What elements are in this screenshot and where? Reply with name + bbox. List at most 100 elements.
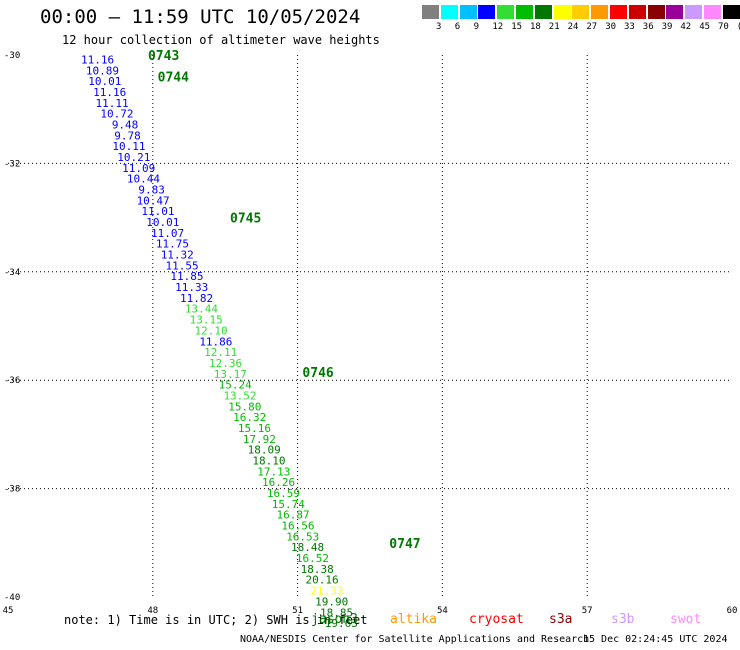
x-tick-label: 54	[437, 606, 448, 616]
swh-data-label: 11.07	[151, 227, 184, 240]
swh-data-label: 18.38	[301, 563, 334, 576]
swh-data-label: 16.32	[233, 411, 266, 424]
swh-data-label: 9.78	[114, 129, 141, 142]
legend-swatch	[704, 5, 721, 19]
legend-label: 70	[718, 22, 729, 32]
swh-data-label: 13.15	[190, 314, 223, 327]
track-time-label: 0744	[158, 71, 189, 86]
swh-data-label: 11.16	[93, 86, 126, 99]
legend-label: 3	[436, 22, 442, 32]
legend-label: 30	[605, 22, 617, 32]
swh-data-label: 10.44	[127, 173, 160, 186]
legend-label: 27	[586, 22, 598, 32]
generated-timestamp: 15 Dec 02:24:45 UTC 2024	[583, 634, 728, 645]
swh-data-label: 18.10	[252, 455, 285, 468]
swh-data-label: 9.48	[112, 118, 139, 131]
legend-swatch	[610, 5, 627, 19]
swh-data-label: 12.10	[194, 324, 227, 337]
swh-data-label: 10.11	[112, 140, 145, 153]
legend-label: 12	[492, 22, 504, 32]
swh-data-label: 12.36	[209, 357, 242, 370]
swh-data-label: 9.83	[138, 184, 165, 197]
swh-data-label: 16.59	[267, 487, 300, 500]
swh-data-label: 18.09	[248, 444, 281, 457]
x-tick-label: 48	[147, 606, 158, 616]
legend-label: 45	[699, 22, 711, 32]
swh-data-label: 15.74	[272, 498, 305, 511]
legend-label: (ft)	[737, 22, 740, 32]
swh-data-label: 13.44	[185, 303, 218, 316]
swh-data-label: 11.86	[199, 335, 232, 348]
swh-data-label: 10.72	[100, 108, 133, 121]
swh-data-label: 10.01	[146, 216, 179, 229]
legend-label: 39	[661, 22, 673, 32]
swh-data-label: 10.21	[117, 151, 150, 164]
swh-data-label: 11.33	[175, 281, 208, 294]
swh-data-label: 16.56	[281, 520, 314, 533]
swh-data-label: 16.87	[277, 509, 310, 522]
legend-swatch	[497, 5, 515, 19]
swh-data-label: 12.11	[204, 346, 237, 359]
swh-data-label: 16.52	[296, 552, 329, 565]
swh-data-label: 11.11	[96, 97, 129, 110]
swh-data-label: 11.16	[81, 53, 114, 66]
swh-data-label: 11.85	[170, 270, 203, 283]
swh-data-label: 11.75	[156, 238, 189, 251]
legend-swatch	[722, 5, 740, 19]
legend-label: 42	[680, 22, 692, 32]
legend-swatch	[685, 5, 703, 19]
sat-s3a: s3a	[549, 612, 573, 627]
y-tick-label: -38	[4, 485, 20, 495]
legend-label: 24	[567, 22, 579, 32]
y-tick-label: -36	[4, 376, 20, 386]
x-tick-label: 45	[3, 606, 14, 616]
y-tick-label: -32	[4, 159, 20, 169]
swh-data-label: 11.82	[180, 292, 213, 305]
y-tick-label: -30	[4, 51, 20, 61]
x-tick-label: 60	[727, 606, 738, 616]
swh-data-label: 15.24	[219, 379, 252, 392]
track-time-label: 0743	[148, 49, 179, 64]
swh-data-label: 13.52	[223, 389, 256, 402]
legend-swatch	[666, 5, 684, 19]
chart-title: 00:00 – 11:59 UTC 10/05/2024	[40, 6, 361, 28]
swh-data-label: 10.47	[137, 194, 170, 207]
swh-data-label: 11.32	[161, 249, 194, 262]
swh-data-label: 18.85	[320, 606, 353, 619]
legend-label: 18	[530, 22, 541, 32]
legend-swatch	[478, 5, 496, 19]
swh-data-label: 21.33	[310, 585, 343, 598]
legend-swatch	[647, 5, 665, 19]
credit-line: NOAA/NESDIS Center for Satellite Applica…	[240, 634, 590, 645]
legend-swatch	[459, 5, 477, 19]
y-tick-label: -34	[4, 268, 20, 278]
track-time-label: 0747	[389, 537, 420, 552]
swh-data-label: 15.80	[228, 400, 261, 413]
swh-data-label: 11.01	[141, 205, 174, 218]
footer-note: note: 1) Time is in UTC; 2) SWH is in fe…	[64, 613, 368, 627]
legend-swatch	[572, 5, 590, 19]
legend-label: 15	[511, 22, 523, 32]
legend-swatch	[440, 5, 458, 19]
legend-label: 9	[473, 22, 480, 32]
swh-data-label: 18.48	[291, 541, 324, 554]
legend-swatch	[591, 5, 609, 19]
swh-data-label: 17.13	[257, 465, 290, 478]
sat-altika: altika	[390, 612, 437, 627]
swh-data-label: 19.63	[325, 617, 358, 630]
track-time-label: 0745	[230, 212, 261, 227]
swh-data-label: 10.01	[88, 75, 121, 88]
swh-data-label: 20.16	[306, 574, 339, 587]
y-tick-label: -40	[4, 593, 20, 603]
swh-data-label: 15.16	[238, 422, 271, 435]
swh-data-label: 17.92	[243, 433, 276, 446]
sat-s3b: s3b	[611, 612, 635, 627]
legend-swatch	[534, 5, 552, 19]
swh-data-label: 11.09	[122, 162, 155, 175]
legend-label: 6	[454, 22, 461, 32]
legend-swatch	[553, 5, 571, 19]
legend-swatch	[422, 5, 439, 19]
chart-subtitle: 12 hour collection of altimeter wave hei…	[62, 33, 380, 47]
legend-swatch	[628, 5, 646, 19]
